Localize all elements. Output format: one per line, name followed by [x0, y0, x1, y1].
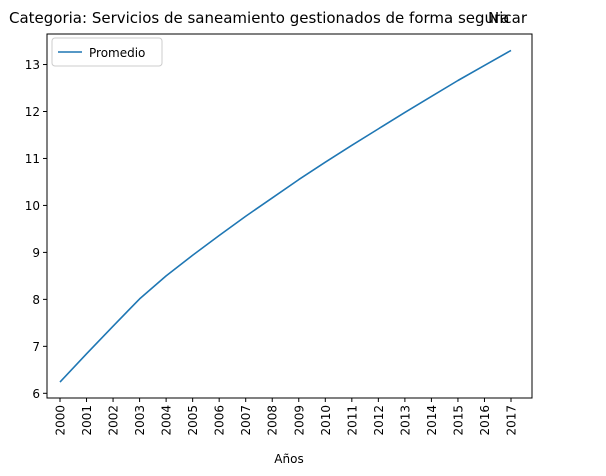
x-tick-label: 2013	[398, 405, 412, 436]
x-tick-label: 2003	[133, 405, 147, 436]
series-line-promedio	[59, 49, 512, 383]
legend: Promedio	[51, 37, 163, 67]
x-tick-label: 2001	[80, 405, 94, 436]
y-tick-label: 8	[32, 293, 40, 307]
x-tick-label: 2004	[160, 405, 174, 436]
x-tick-label: 2009	[292, 405, 306, 436]
y-tick-label: 11	[25, 152, 40, 166]
x-tick-label: 2002	[107, 405, 121, 436]
y-tick-label: 6	[32, 387, 40, 401]
x-tick-label: 2011	[345, 405, 359, 436]
x-tick-label: 2006	[213, 405, 227, 436]
legend-box	[51, 37, 163, 67]
y-tick-label: 7	[32, 340, 40, 354]
legend-label-promedio: Promedio	[89, 46, 145, 60]
x-tick-label: 2008	[266, 405, 280, 436]
y-tick-label: 12	[25, 105, 40, 119]
x-axis-label: Años	[274, 452, 303, 466]
x-tick-label: 2015	[451, 405, 465, 436]
chart-title: Categoria: Servicios de saneamiento gest…	[9, 9, 509, 27]
axes: 6 7 8 9 10 11 12 13 2000 2001 2002 2003 2004 2005 2006…	[25, 58, 519, 436]
x-tick-label: 2016	[478, 405, 492, 436]
x-tick-label: 2000	[54, 405, 68, 436]
x-tick-label: 2005	[186, 405, 200, 436]
x-tick-label: 2007	[239, 405, 253, 436]
chart-title-right: Nicar	[488, 9, 528, 27]
x-tick-label: 2014	[425, 405, 439, 436]
plot-frame	[46, 33, 533, 399]
x-tick-label: 2017	[505, 405, 519, 436]
y-tick-label: 9	[32, 246, 40, 260]
y-tick-label: 10	[25, 199, 40, 213]
x-tick-label: 2012	[372, 405, 386, 436]
y-tick-label: 13	[25, 58, 40, 72]
plot-lines	[59, 49, 512, 383]
x-tick-label: 2010	[319, 405, 333, 436]
